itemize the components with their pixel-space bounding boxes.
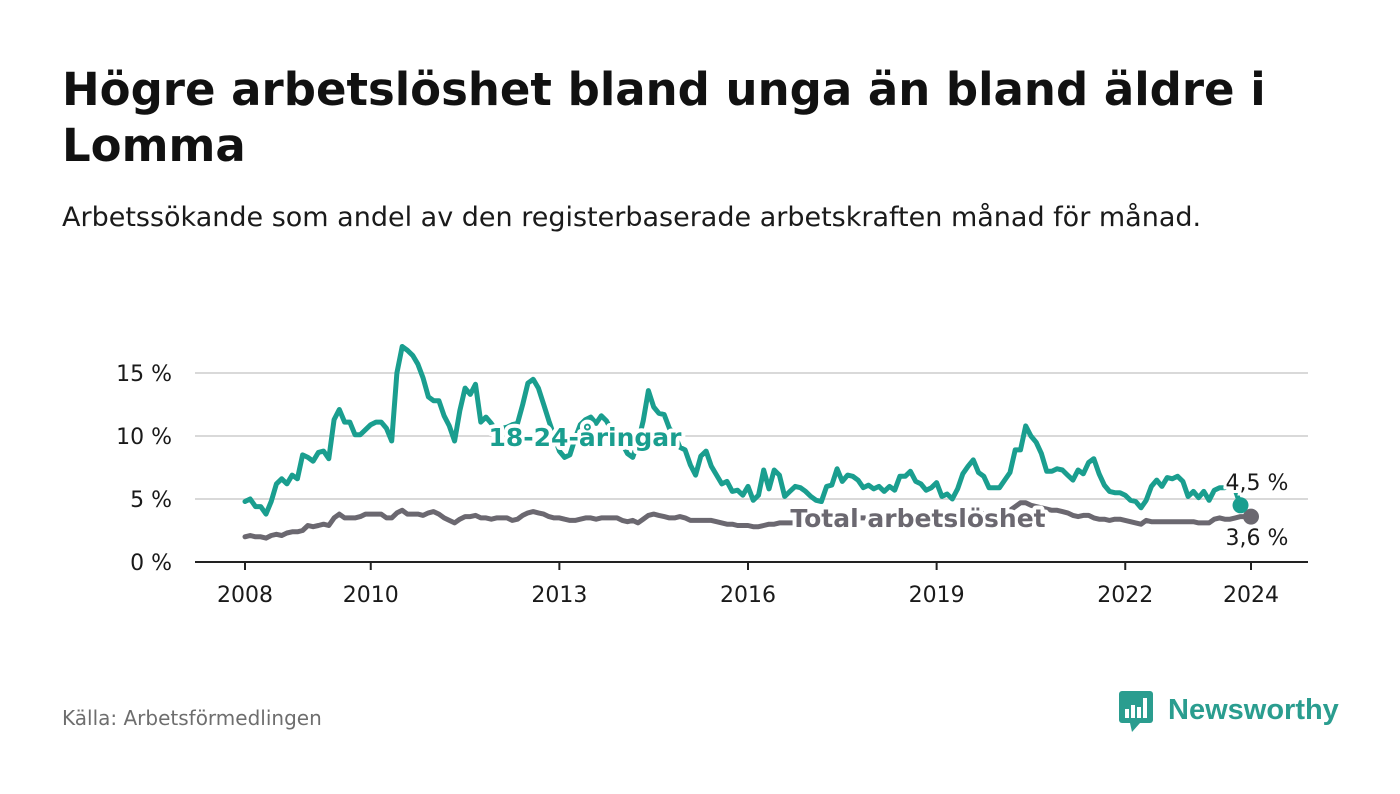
y-tick-label: 5 % xyxy=(130,488,172,513)
series-line-total xyxy=(242,500,1254,541)
end-value-label-total: 3,6 % xyxy=(1226,526,1289,551)
chart-subtitle: Arbetssökande som andel av den registerb… xyxy=(62,202,1202,233)
x-tick-label: 2013 xyxy=(531,583,587,608)
x-tick-label: 2024 xyxy=(1223,583,1279,608)
y-tick-label: 0 % xyxy=(130,551,172,576)
series-label-youth: 18-24-åringar xyxy=(489,423,683,452)
x-tick-label: 2008 xyxy=(217,583,273,608)
series-line-total-endpoint xyxy=(1242,508,1259,525)
x-tick-label: 2022 xyxy=(1097,583,1153,608)
series-line-youth xyxy=(242,344,1243,517)
series-label-total: Total arbetslöshet xyxy=(790,504,1045,533)
newsworthy-logo-icon xyxy=(1119,691,1153,732)
x-axis-ticks: 2008 2010 2013 2016 2019 2022 2024 xyxy=(217,562,1279,608)
x-tick-label: 2016 xyxy=(720,583,776,608)
chart-title: Högre arbetslöshet bland unga än bland ä… xyxy=(62,63,1266,172)
gridlines xyxy=(195,372,1308,563)
series-lines xyxy=(242,344,1259,541)
source-note: Källa: Arbetsförmedlingen xyxy=(62,706,322,730)
x-tick-label: 2019 xyxy=(909,583,965,608)
series-line-youth-endpoint xyxy=(1232,497,1249,514)
end-value-label-youth: 4,5 % xyxy=(1226,471,1289,496)
series-labels: 18-24-åringar Total arbetslöshet 4,5 % 3… xyxy=(485,419,1292,554)
y-axis-ticks: 0 % 5 % 10 % 15 % xyxy=(116,362,172,576)
y-tick-label: 10 % xyxy=(116,425,172,450)
line-chart: 0 %5 %10 %15 % 2008 2010 2013 2016 2019 2022 2… xyxy=(116,344,1308,608)
brand-name: Newsworthy xyxy=(1168,694,1339,726)
x-tick-label: 2010 xyxy=(343,583,399,608)
y-tick-label: 15 % xyxy=(116,362,172,387)
